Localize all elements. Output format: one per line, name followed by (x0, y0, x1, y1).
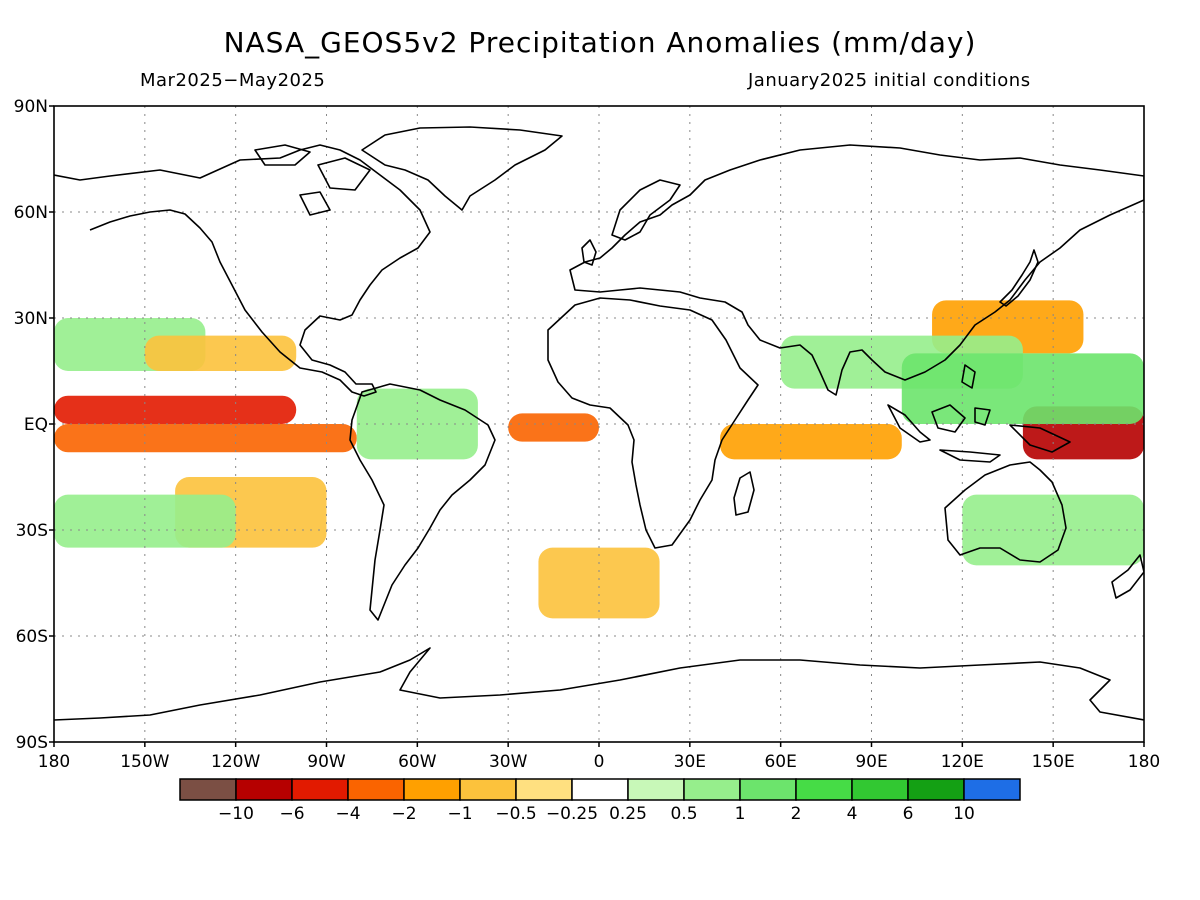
colorbar-swatch (403, 778, 461, 801)
lat-label: 30N (14, 309, 48, 329)
greenland-coast (361, 126, 563, 211)
colorbar-swatch (291, 778, 349, 801)
new-zealand-coast (1111, 554, 1144, 599)
australia-coast (944, 461, 1067, 563)
colorbar-legend: −10 −6 −4 −2 −1 −0.5 −0.25 0.25 0.5 1 2 4 6 10 (179, 778, 1021, 824)
colorbar-swatch (235, 778, 293, 801)
lon-label: 150W (120, 752, 169, 772)
anomaly-region-3 (508, 413, 599, 442)
colorbar-label: −0.5 (495, 804, 536, 824)
colorbar-swatch (627, 778, 685, 801)
scandinavia-coast (611, 179, 681, 241)
britain-coast (581, 239, 597, 266)
colorbar-label: −4 (335, 804, 360, 824)
colorbar-label: 0.5 (670, 804, 697, 824)
colorbar-label: 1 (735, 804, 746, 824)
colorbar-label: −6 (279, 804, 304, 824)
latitude-labels: 90N 60N 30N EQ 30S 60S 90S (14, 97, 54, 753)
colorbar-swatch (795, 778, 853, 801)
forecast-period: Mar2025−May2025 (140, 70, 326, 91)
anomaly-region-11 (54, 494, 236, 548)
colorbar-label: −1 (447, 804, 472, 824)
eurasia-coast (569, 144, 1144, 396)
lon-label: 120E (941, 752, 984, 772)
chart-title: NASA_GEOS5v2 Precipitation Anomalies (mm… (223, 26, 977, 59)
colorbar-label: 4 (847, 804, 858, 824)
lon-label: 120W (211, 752, 260, 772)
anomaly-region-0 (54, 395, 297, 424)
lon-label: 180 (1128, 752, 1160, 772)
longitude-labels: 180 150W 120W 90W 60W 30W 0 30E 60E 90E 120E 150E 18… (38, 742, 1160, 772)
colorbar-swatch (683, 778, 741, 801)
lon-label: 90W (307, 752, 346, 772)
colorbar-swatch (907, 778, 965, 801)
lon-label: 0 (594, 752, 605, 772)
lat-label: 30S (16, 521, 48, 541)
colorbar-swatch (571, 778, 629, 801)
colorbar-swatch (515, 778, 573, 801)
lat-label: 90S (16, 733, 48, 753)
lat-label: 90N (14, 97, 48, 117)
south-america-coast (349, 383, 496, 621)
colorbar-swatch (179, 778, 237, 801)
lon-label: 60W (398, 752, 437, 772)
africa-coast (547, 297, 759, 549)
colorbar-swatch (963, 778, 1021, 801)
colorbar-label: 0.25 (609, 804, 647, 824)
initial-conditions-label: January2025 initial conditions (748, 70, 1031, 91)
north-america-coast (54, 144, 431, 397)
colorbar-label: −0.25 (546, 804, 598, 824)
lon-label: 30W (489, 752, 528, 772)
colorbar-label: 10 (953, 804, 975, 824)
japan-coast (999, 249, 1039, 307)
colorbar-label: 6 (903, 804, 914, 824)
lon-label: 60E (764, 752, 796, 772)
lon-label: 30E (674, 752, 706, 772)
colorbar-swatch (347, 778, 405, 801)
lon-label: 150E (1032, 752, 1075, 772)
lon-label: 180 (38, 752, 70, 772)
madagascar-coast (733, 471, 755, 516)
arctic-islands-coast (254, 144, 371, 216)
lon-label: 90E (855, 752, 887, 772)
antarctica-coast (54, 647, 1144, 721)
maritime-continent-coast (887, 364, 1071, 463)
colorbar-label: −10 (218, 804, 254, 824)
colorbar-swatch (459, 778, 517, 801)
anomaly-region-12 (356, 388, 478, 460)
colorbar-swatch (851, 778, 909, 801)
coastlines (54, 126, 1144, 721)
lat-label: 60S (16, 627, 48, 647)
lat-label: 60N (14, 203, 48, 223)
anomaly-region-1 (54, 424, 357, 453)
anomaly-region-6 (720, 424, 902, 460)
lat-label: EQ (24, 415, 48, 435)
colorbar-label: −2 (391, 804, 416, 824)
anomaly-region-10 (538, 547, 660, 619)
anomaly-region-13 (144, 335, 297, 371)
graticule (54, 106, 1144, 742)
colorbar-label: 2 (791, 804, 802, 824)
colorbar-swatch (739, 778, 797, 801)
